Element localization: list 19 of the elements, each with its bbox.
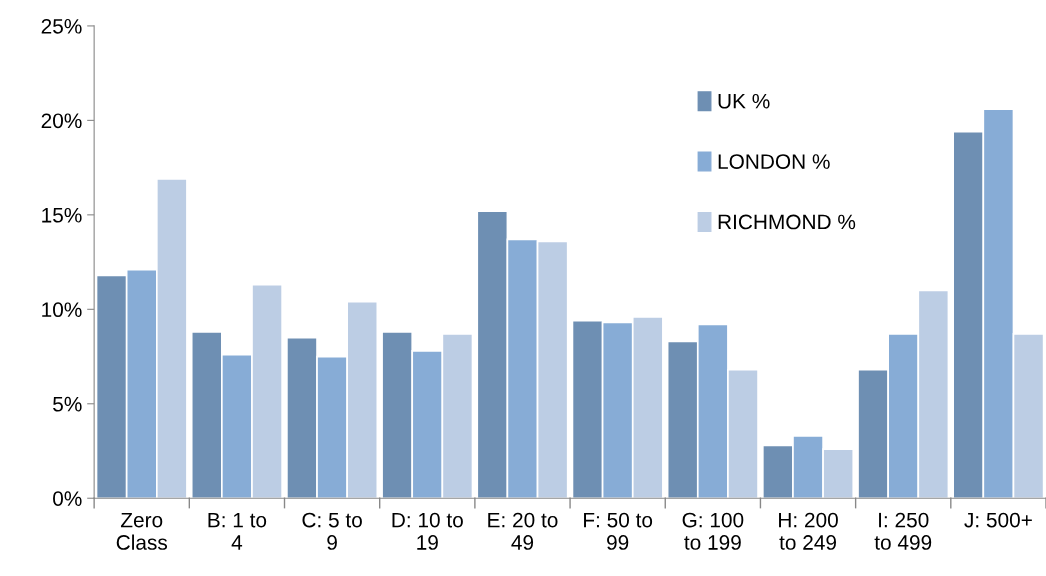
x-tick-label: J: 500+ — [964, 512, 1032, 528]
x-tick-label: H: 200 to 249 — [779, 512, 838, 550]
legend-label: UK % — [718, 93, 770, 109]
y-tick-label: 5% — [53, 396, 82, 412]
y-tick-label: 10% — [42, 302, 82, 318]
x-tick-label: Zero Class — [116, 512, 168, 550]
legend-label: LONDON % — [718, 154, 830, 169]
x-tick-label: G: 100 to 199 — [682, 512, 744, 550]
legend-label: RICHMOND % — [718, 214, 856, 230]
x-tick-label: F: 50 to 99 — [584, 512, 653, 550]
y-tick-label: 15% — [42, 207, 82, 223]
y-tick-label: 20% — [41, 113, 82, 129]
x-tick-label: D: 10 to 19 — [392, 512, 463, 550]
x-tick-label: C: 5 to 9 — [302, 512, 362, 550]
x-tick-label: I: 250 to 499 — [874, 512, 932, 550]
y-tick-label: 25% — [41, 18, 82, 34]
x-tick-label: B: 1 to 4 — [208, 512, 267, 550]
y-tick-label: 0% — [53, 491, 82, 506]
x-tick-label: E: 20 to 49 — [488, 512, 558, 550]
